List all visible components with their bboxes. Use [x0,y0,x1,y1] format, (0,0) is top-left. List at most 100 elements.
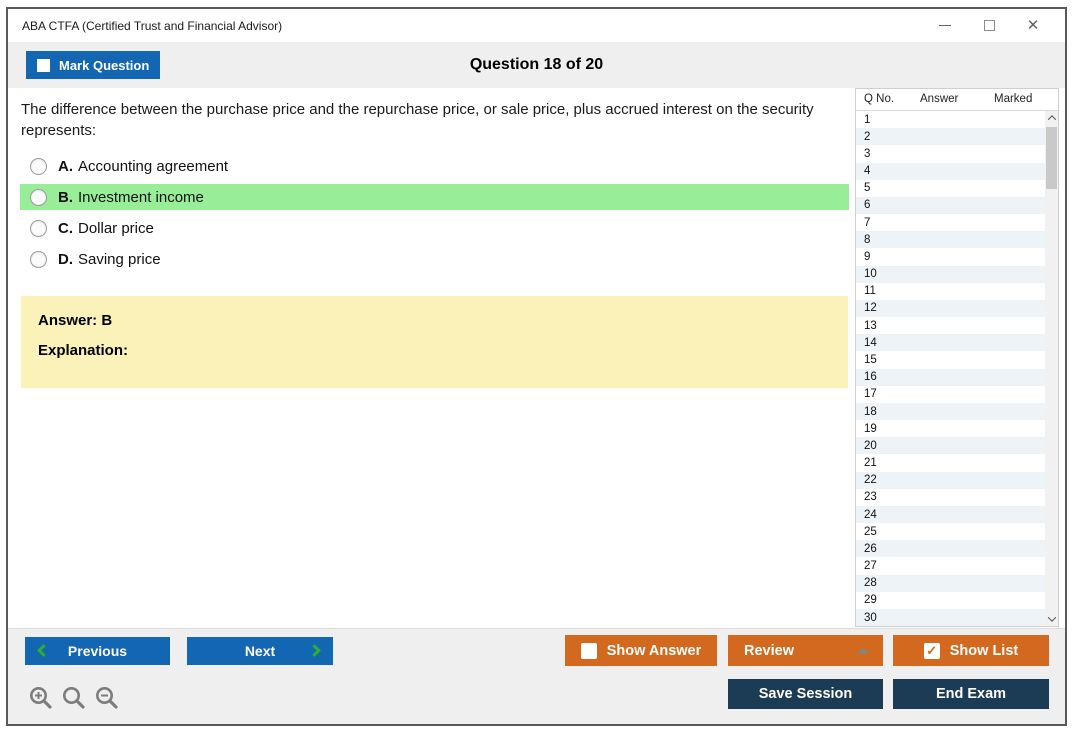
mark-question-label: Mark Question [59,57,150,73]
answer-option-d[interactable]: D. Saving price [20,246,849,272]
question-list-body: 1 2 3 4 5 6 7 8 9 10 11 12 13 14 15 16 17 18 19 20 21 22 23 24 2… [856,111,1058,627]
next-label: Next [244,643,276,659]
question-list-row-29[interactable]: 29 [856,592,1045,609]
question-list-row-27[interactable]: 27 [856,557,1045,574]
show-list-checkbox[interactable]: ✓ [923,642,940,659]
radio-button-icon[interactable] [30,219,47,237]
end-exam-button[interactable]: End Exam [893,679,1049,709]
row-question-number: 26 [864,542,877,555]
row-question-number: 5 [864,182,871,195]
check-icon: ✓ [926,643,938,658]
save-session-button[interactable]: Save Session [728,679,883,709]
question-list-row-10[interactable]: 10 [856,265,1045,283]
option-text: Investment income [78,188,204,206]
scroll-down-button[interactable] [1045,612,1058,626]
question-list-row-5[interactable]: 5 [856,180,1045,197]
option-text: Accounting agreement [78,157,229,175]
options-list: A. Accounting agreement B. Investment incom… [20,153,849,277]
app-window: ABA CTFA (Certified Trust and Financial … [6,7,1067,726]
scroll-up-button[interactable] [1045,111,1058,125]
option-letter: D. [58,250,73,268]
header-strip: Question 18 of 20 Mark Question [8,42,1065,88]
question-list-scrollbar[interactable] [1045,111,1058,626]
column-header-marked: Marked [994,93,1033,105]
review-label: Review [744,642,794,659]
mark-question-button[interactable]: Mark Question [26,51,160,79]
question-list-row-22[interactable]: 22 [856,471,1045,489]
review-button[interactable]: Review [728,635,883,666]
row-question-number: 6 [864,199,871,212]
question-list-row-17[interactable]: 17 [856,386,1045,403]
answer-box: Answer: B Explanation: [21,296,848,388]
row-question-number: 18 [864,405,877,418]
chevron-up-icon [1047,115,1056,124]
answer-option-c[interactable]: C. Dollar price [20,215,849,241]
next-button[interactable]: Next [187,637,333,665]
row-question-number: 30 [864,611,877,624]
question-list-row-6[interactable]: 6 [856,196,1045,215]
zoom-in-icon[interactable] [28,685,54,711]
question-list-row-24[interactable]: 24 [856,505,1045,524]
question-list-row-28[interactable]: 28 [856,574,1045,592]
footer-bar: Previous Next Show Answer Review ✓ Show … [8,628,1065,724]
question-list-row-8[interactable]: 8 [856,231,1045,249]
question-counter: Question 18 of 20 [469,56,604,73]
question-list-row-13[interactable]: 13 [856,317,1045,334]
radio-button-icon[interactable] [30,157,47,175]
minimize-button[interactable] [923,9,967,42]
question-list-row-9[interactable]: 9 [856,248,1045,265]
question-list-header: Q No. Answer Marked [856,89,1058,111]
row-question-number: 24 [864,508,877,521]
question-list-row-26[interactable]: 26 [856,540,1045,558]
zoom-reset-icon[interactable] [61,685,87,711]
question-list-row-15[interactable]: 15 [856,351,1045,368]
radio-button-icon[interactable] [30,250,47,268]
mark-question-checkbox[interactable] [37,58,50,72]
show-list-button[interactable]: ✓ Show List [893,635,1049,666]
maximize-icon [983,20,995,31]
row-question-number: 15 [864,353,877,366]
question-list-row-12[interactable]: 12 [856,299,1045,318]
question-list-row-18[interactable]: 18 [856,402,1045,421]
row-question-number: 22 [864,474,877,487]
close-button[interactable]: ✕ [1011,9,1055,42]
question-list-row-23[interactable]: 23 [856,489,1045,506]
previous-button[interactable]: Previous [25,637,170,665]
question-list-row-19[interactable]: 19 [856,420,1045,437]
row-question-number: 4 [864,165,871,178]
show-answer-button[interactable]: Show Answer [565,635,717,666]
option-text: Saving price [78,250,161,268]
main-content: The difference between the purchase pric… [8,88,1065,628]
question-list-row-30[interactable]: 30 [856,608,1045,627]
show-answer-checkbox[interactable] [580,642,597,659]
radio-button-icon[interactable] [30,188,47,206]
row-question-number: 29 [864,594,877,607]
answer-option-b[interactable]: B. Investment income [20,184,849,210]
question-list-row-1[interactable]: 1 [856,111,1045,128]
row-question-number: 7 [864,216,871,229]
question-list-row-4[interactable]: 4 [856,162,1045,180]
question-list-row-21[interactable]: 21 [856,454,1045,471]
maximize-button[interactable] [967,9,1011,42]
question-list-row-7[interactable]: 7 [856,214,1045,231]
question-list-row-20[interactable]: 20 [856,437,1045,455]
answer-option-a[interactable]: A. Accounting agreement [20,153,849,179]
scrollbar-thumb[interactable] [1046,127,1057,189]
window-controls: ✕ [923,9,1055,42]
question-list-row-14[interactable]: 14 [856,334,1045,352]
column-header-answer: Answer [920,93,959,105]
question-list-row-3[interactable]: 3 [856,145,1045,162]
triangle-up-icon [857,647,869,654]
row-question-number: 1 [864,113,871,126]
row-question-number: 23 [864,491,877,504]
question-list-row-16[interactable]: 16 [856,368,1045,386]
row-question-number: 16 [864,371,877,384]
end-exam-label: End Exam [935,686,1007,702]
zoom-out-icon[interactable] [94,685,120,711]
question-text: The difference between the purchase pric… [21,101,814,139]
question-list-row-25[interactable]: 25 [856,523,1045,540]
question-list-row-11[interactable]: 11 [856,283,1045,300]
question-list-row-2[interactable]: 2 [856,128,1045,146]
show-list-label: Show List [949,642,1019,659]
chevron-left-icon [37,644,50,657]
